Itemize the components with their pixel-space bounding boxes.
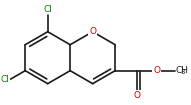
Text: 3: 3 bbox=[181, 69, 185, 75]
Text: O: O bbox=[89, 27, 96, 36]
Text: O: O bbox=[134, 91, 141, 100]
Text: Cl: Cl bbox=[43, 5, 52, 14]
Text: CH: CH bbox=[176, 66, 189, 75]
Text: Cl: Cl bbox=[1, 75, 10, 84]
Text: O: O bbox=[153, 66, 160, 75]
